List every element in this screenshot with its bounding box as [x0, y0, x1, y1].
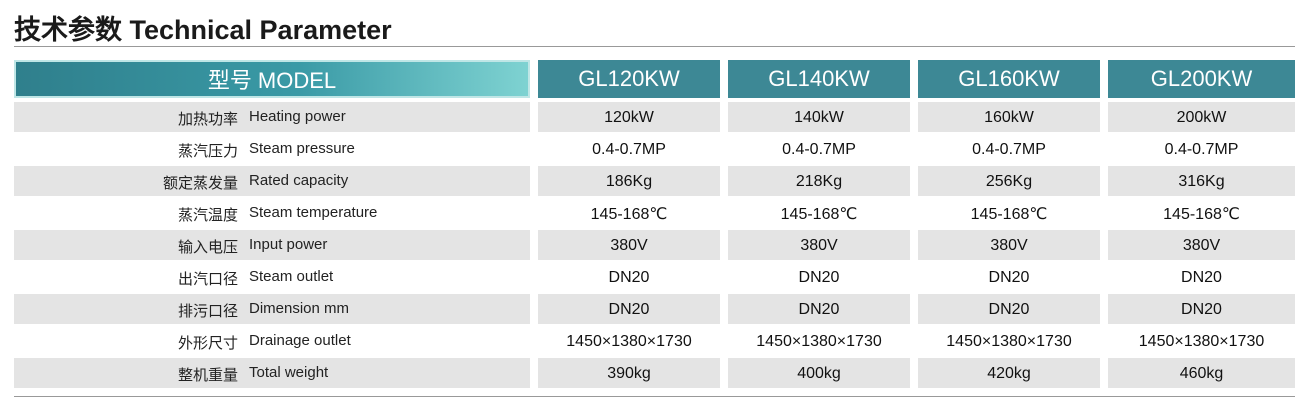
row-value: DN20 [798, 301, 840, 318]
row-label-cn: 蒸汽温度 [177, 206, 238, 224]
row-value: 390kg [607, 365, 651, 382]
row-label-en: Heating power [249, 108, 346, 125]
row-label-en: Steam pressure [249, 140, 355, 157]
row-bg [918, 166, 1100, 196]
row-label-cn: 输入电压 [177, 238, 238, 256]
row-bg [1108, 230, 1295, 260]
row-label-cn: 排污口径 [177, 302, 238, 320]
row-value: 316Kg [1178, 173, 1225, 190]
row-value: 256Kg [985, 173, 1033, 190]
row-value: 200kW [1176, 109, 1227, 126]
row-value: DN20 [608, 301, 650, 318]
row-bg [14, 230, 530, 260]
row-bg [1108, 294, 1295, 324]
row-value: 0.4-0.7MP [782, 141, 856, 158]
row-band [14, 294, 1295, 324]
row-bg [918, 358, 1100, 388]
header-model: GL120KW [538, 60, 720, 98]
row-label-cn: 外形尺寸 [177, 334, 238, 352]
row-value: DN20 [988, 301, 1030, 318]
header-model: GL140KW [728, 60, 910, 98]
row-bg [538, 294, 720, 324]
row-bg [14, 166, 530, 196]
row-label-en: Steam temperature [249, 204, 378, 221]
row-value: 160kW [984, 109, 1034, 126]
row-bg [14, 358, 530, 388]
row-bg [918, 230, 1100, 260]
row-bg [728, 102, 910, 132]
header-model: GL200KW [1108, 60, 1295, 98]
row-bg [918, 102, 1100, 132]
row-bg [918, 294, 1100, 324]
row-label-en: Dimension mm [249, 300, 350, 317]
row-value: 145-168℃ [970, 206, 1048, 223]
row-bg [728, 294, 910, 324]
row-value: 380V [610, 237, 648, 254]
row-label-cn: 蒸汽压力 [177, 142, 238, 160]
row-value: 0.4-0.7MP [1164, 141, 1239, 158]
row-bg [728, 358, 910, 388]
row-value: 1450×1380×1730 [946, 333, 1072, 350]
row-bg [538, 358, 720, 388]
row-value: 1450×1380×1730 [756, 333, 882, 350]
header-model: GL160KW [918, 60, 1100, 98]
row-bg [14, 294, 530, 324]
row-label-en: Steam outlet [249, 268, 334, 285]
row-value: 186Kg [605, 173, 653, 190]
row-value: 140kW [794, 109, 844, 126]
row-value: 145-168℃ [780, 206, 858, 223]
row-band [14, 102, 1295, 132]
row-value: DN20 [1181, 269, 1222, 286]
row-bg [538, 102, 720, 132]
row-value: 145-168℃ [1163, 206, 1240, 223]
row-label-en: Rated capacity [249, 172, 349, 189]
title-rule [14, 46, 1295, 47]
row-bg [538, 230, 720, 260]
row-bg [1108, 166, 1295, 196]
row-band [14, 230, 1295, 260]
row-value: 380V [1182, 237, 1221, 254]
row-value: 460kg [1179, 365, 1224, 382]
row-value: DN20 [608, 269, 650, 286]
row-label-en: Total weight [249, 364, 329, 381]
row-label-cn: 整机重量 [177, 366, 238, 384]
row-bg [728, 230, 910, 260]
bottom-rule [14, 396, 1295, 397]
row-value: DN20 [798, 269, 840, 286]
row-value: 120kW [604, 109, 654, 126]
row-value: 380V [990, 237, 1028, 254]
row-value: 145-168℃ [590, 206, 668, 223]
row-value: 1450×1380×1730 [566, 333, 692, 350]
row-band [14, 358, 1295, 388]
row-value: 0.4-0.7MP [592, 141, 666, 158]
row-value: DN20 [988, 269, 1030, 286]
row-value: 400kg [797, 365, 841, 382]
row-value: DN20 [1181, 301, 1222, 318]
header-label: 型号 MODEL [14, 60, 530, 98]
row-value: 420kg [987, 365, 1031, 382]
row-bg [1108, 358, 1295, 388]
row-bg [14, 102, 530, 132]
row-value: 0.4-0.7MP [972, 141, 1046, 158]
row-bg [538, 166, 720, 196]
row-bg [1108, 102, 1295, 132]
row-band [14, 166, 1295, 196]
row-label-cn: 额定蒸发量 [162, 174, 238, 192]
row-value: 218Kg [795, 173, 843, 190]
row-bg [728, 166, 910, 196]
row-label-en: Input power [249, 236, 328, 253]
row-label-cn: 出汽口径 [177, 270, 238, 288]
row-label-en: Drainage outlet [249, 332, 351, 349]
row-label-cn: 加热功率 [177, 110, 238, 128]
page-title: 技术参数 Technical Parameter [14, 15, 392, 45]
row-value: 1450×1380×1730 [1138, 333, 1265, 350]
row-value: 380V [800, 237, 838, 254]
